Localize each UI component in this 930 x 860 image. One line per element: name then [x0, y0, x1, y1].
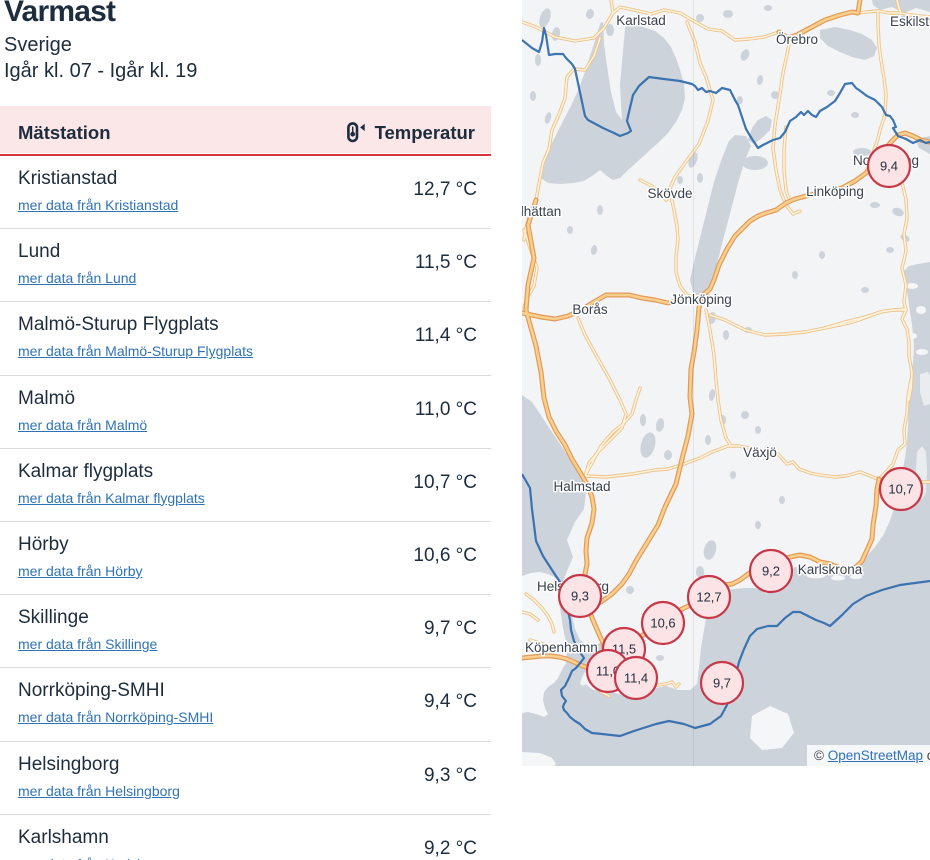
svg-text:Jönköping: Jönköping	[670, 292, 732, 307]
svg-text:10,6: 10,6	[650, 616, 675, 631]
svg-text:Eskilstuna: Eskilstuna	[890, 14, 930, 29]
svg-text:12,7: 12,7	[696, 590, 721, 605]
svg-text:9,7: 9,7	[713, 676, 731, 691]
svg-text:Linköping: Linköping	[806, 184, 864, 199]
svg-text:Trollhättan: Trollhättan	[522, 204, 561, 219]
svg-text:11,0: 11,0	[596, 664, 620, 679]
svg-text:Borås: Borås	[572, 302, 608, 317]
svg-text:9,3: 9,3	[571, 589, 589, 604]
svg-text:Halmstad: Halmstad	[553, 479, 610, 494]
svg-text:Skövde: Skövde	[647, 186, 692, 201]
svg-text:Karlstad: Karlstad	[616, 13, 666, 28]
svg-text:Växjö: Växjö	[743, 445, 777, 460]
svg-text:Örebro: Örebro	[776, 32, 818, 47]
svg-text:9,4: 9,4	[880, 159, 898, 174]
svg-text:11,4: 11,4	[624, 671, 648, 686]
svg-text:Köpenhamn: Köpenhamn	[525, 640, 598, 655]
svg-text:10,7: 10,7	[888, 482, 913, 497]
svg-text:Karlskrona: Karlskrona	[798, 562, 863, 577]
svg-text:9,2: 9,2	[762, 564, 780, 579]
